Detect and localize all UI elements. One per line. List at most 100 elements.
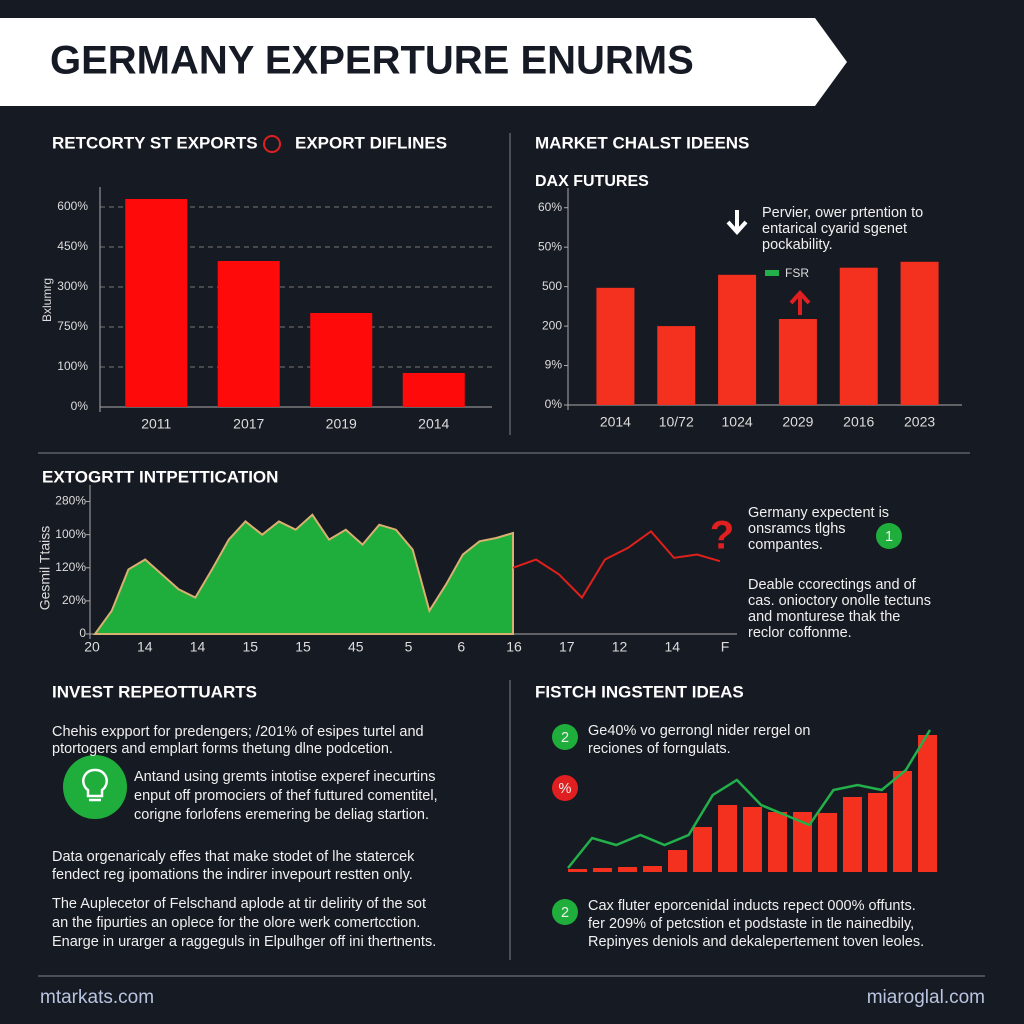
y-tick-label: 0 <box>79 626 86 640</box>
bar <box>718 274 757 405</box>
y-tick-label: 9% <box>545 358 563 372</box>
paragraph: Chehis expport for predengers; /201% of … <box>52 724 424 740</box>
y-tick-label: 120% <box>55 560 86 574</box>
line <box>512 530 721 600</box>
y-axis-label: Bxlumrg <box>40 278 54 322</box>
header-banner <box>0 18 847 106</box>
bar <box>793 812 812 872</box>
x-tick-label: 1024 <box>722 414 753 430</box>
line <box>567 729 932 869</box>
item-text: Ge40% vo gerrongl nider rergel on <box>588 723 810 739</box>
y-tick-label: 20% <box>62 593 86 607</box>
paragraph: Data orgenaricaly effes that make stodet… <box>52 849 415 865</box>
y-tick-label: 100% <box>55 527 86 541</box>
paragraph: enput off promociers of thef futtured co… <box>134 788 438 804</box>
y-tick-label: 750% <box>57 319 88 333</box>
bar <box>843 797 862 872</box>
paragraph: Enarge in urarger a raggeguls in Elpulhg… <box>52 934 436 950</box>
bar <box>643 866 662 872</box>
x-tick-label: 10/72 <box>659 414 694 430</box>
note: cas. onioctory onolle tectuns <box>748 593 931 609</box>
bar <box>768 812 787 872</box>
legend-icon <box>263 135 281 153</box>
y-tick-label: 0% <box>71 399 89 413</box>
y-tick-label: 60% <box>538 200 562 214</box>
x-tick-label: 2023 <box>904 414 935 430</box>
y-tick-label: 280% <box>55 494 86 508</box>
annotation: Pervier, ower prtention to <box>762 205 923 221</box>
annotation: pockability. <box>762 237 833 253</box>
bar <box>596 287 635 405</box>
y-axis-label: Gesmil Ttaiss <box>37 526 53 611</box>
x-tick-label: 20 <box>84 639 100 655</box>
x-tick-label: 6 <box>457 639 465 655</box>
item-text: fer 209% of petcstion et podstaste in tl… <box>588 916 914 932</box>
x-tick-label: 15 <box>242 639 258 655</box>
paragraph: fendect reg ipomations the indirer invep… <box>52 867 413 883</box>
bar <box>125 199 188 407</box>
annotation: entarical cyarid sgenet <box>762 221 907 237</box>
x-tick-label: 2011 <box>141 416 171 432</box>
bar <box>693 827 712 872</box>
bar <box>839 267 878 405</box>
bar <box>618 867 637 872</box>
section-title: INVEST REPEOTTUARTS <box>52 682 257 701</box>
note: onsramcs tlghs <box>748 521 846 537</box>
x-tick-label: 5 <box>405 639 413 655</box>
badge <box>876 523 902 549</box>
note: Deable ccorectings and of <box>748 577 917 593</box>
chart-subtitle: DAX FUTURES <box>535 173 649 190</box>
x-tick-label: 12 <box>612 639 628 655</box>
badge-label: 1 <box>885 529 893 545</box>
paragraph: corigne forlofens eremering be deliag st… <box>134 807 429 823</box>
area <box>93 513 514 635</box>
bar <box>900 261 939 405</box>
paragraph: The Auplecetor of Felschand aplode at ti… <box>52 896 426 912</box>
bar <box>918 735 937 872</box>
paragraph: Antand using gremts intotise experef ine… <box>134 769 435 785</box>
bar <box>402 373 465 407</box>
chart-title: FISTCH INGSTENT IDEAS <box>535 682 744 701</box>
item-text: reciones of forngulats. <box>588 741 731 757</box>
x-tick-label: 16 <box>506 639 522 655</box>
x-tick-label: 2019 <box>326 416 357 432</box>
legend-label: FSR <box>785 266 809 280</box>
x-tick-label: 2014 <box>418 416 449 432</box>
bar <box>718 805 737 872</box>
item-text: Repinyes deniols and dekalepertement tov… <box>588 934 924 950</box>
y-tick-label: 100% <box>57 359 88 373</box>
x-tick-label: 14 <box>137 639 153 655</box>
y-tick-label: 600% <box>57 199 88 213</box>
legend-label: EXPORT DIFLINES <box>295 133 447 152</box>
bar <box>310 313 373 407</box>
badge-label: 2 <box>561 730 569 746</box>
bar <box>657 326 696 405</box>
x-tick-label: 14 <box>664 639 680 655</box>
y-tick-label: 500 <box>542 279 562 293</box>
x-tick-label: 2014 <box>600 414 631 430</box>
x-tick-label: 15 <box>295 639 311 655</box>
bulb-icon <box>63 755 127 819</box>
x-tick-label: 45 <box>348 639 364 655</box>
badge <box>552 899 578 925</box>
bar <box>868 793 887 872</box>
y-tick-label: 200 <box>542 318 562 332</box>
note: compantes. <box>748 537 823 553</box>
x-tick-label: 14 <box>190 639 206 655</box>
bar <box>778 318 817 405</box>
x-tick-label: 2029 <box>782 414 813 430</box>
badge-label: % <box>559 781 572 797</box>
x-tick-label: F <box>721 639 730 655</box>
x-tick-label: 2017 <box>233 416 264 432</box>
footer-left: mtarkats.com <box>40 987 154 1008</box>
note: reclor coffonme. <box>748 625 852 641</box>
item-text: Cax fluter eporcenidal inducts repect 00… <box>588 898 916 914</box>
note: Germany expectent is <box>748 505 889 521</box>
up-arrow <box>789 290 811 315</box>
bar <box>893 771 912 872</box>
bar <box>743 807 762 872</box>
footer-right: miaroglal.com <box>867 987 985 1008</box>
y-tick-label: 50% <box>538 239 562 253</box>
paragraph: ptortogers and emplart forms thetung dln… <box>52 741 393 757</box>
